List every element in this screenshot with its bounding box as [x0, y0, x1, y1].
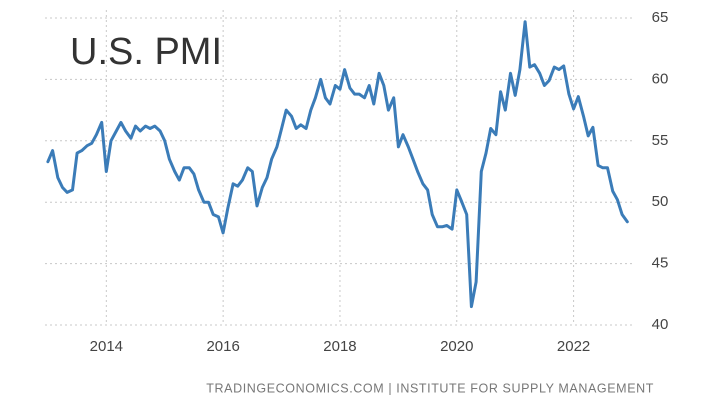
x-tick-label: 2014: [90, 338, 123, 355]
x-tick-label: 2022: [557, 338, 590, 355]
x-tick-label: 2020: [440, 338, 473, 355]
data-line: [46, 20, 629, 309]
y-tick-label: 60: [652, 70, 669, 87]
chart-title: U.S. PMI: [70, 31, 222, 73]
source-note: TRADINGECONOMICS.COM | INSTITUTE FOR SUP…: [206, 381, 654, 395]
x-tick-label: 2018: [323, 338, 356, 355]
y-tick-label: 55: [652, 132, 669, 149]
y-tick-label: 50: [652, 193, 669, 210]
y-tick-label: 40: [652, 316, 669, 333]
y-tick-label: 45: [652, 255, 669, 272]
y-tick-label: 65: [652, 9, 669, 26]
x-tick-label: 2016: [206, 338, 239, 355]
